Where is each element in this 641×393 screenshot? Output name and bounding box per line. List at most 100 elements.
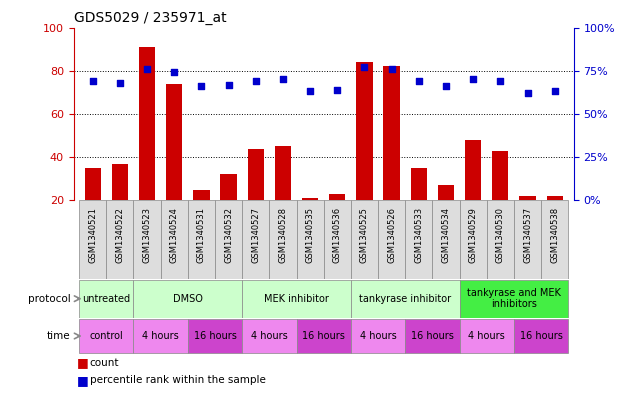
Bar [161, 200, 188, 279]
Text: GSM1340521: GSM1340521 [88, 207, 97, 263]
Text: GSM1340532: GSM1340532 [224, 207, 233, 263]
Text: tankyrase inhibitor: tankyrase inhibitor [359, 294, 451, 304]
Bar [242, 319, 297, 353]
Point [387, 66, 397, 72]
Text: count: count [90, 358, 119, 367]
Point [88, 78, 98, 84]
Text: GSM1340522: GSM1340522 [115, 207, 124, 263]
Bar [405, 319, 460, 353]
Bar [324, 200, 351, 279]
Text: 16 hours: 16 hours [411, 331, 454, 341]
Point [441, 83, 451, 90]
Text: GSM1340527: GSM1340527 [251, 207, 260, 263]
Point [332, 86, 342, 93]
Text: 16 hours: 16 hours [520, 331, 563, 341]
Bar [351, 319, 405, 353]
Bar [79, 200, 106, 279]
Text: GSM1340531: GSM1340531 [197, 207, 206, 263]
Point [224, 81, 234, 88]
Text: GSM1340530: GSM1340530 [496, 207, 505, 263]
Point [495, 78, 506, 84]
Text: GDS5029 / 235971_at: GDS5029 / 235971_at [74, 11, 226, 25]
Bar [275, 146, 291, 200]
Text: ■: ■ [77, 374, 88, 387]
Bar [215, 200, 242, 279]
Bar [519, 196, 536, 200]
Text: GSM1340538: GSM1340538 [550, 207, 559, 263]
Point [549, 88, 560, 95]
Text: GSM1340535: GSM1340535 [306, 207, 315, 263]
Text: 4 hours: 4 hours [360, 331, 396, 341]
Bar [460, 200, 487, 279]
Text: GSM1340524: GSM1340524 [170, 207, 179, 263]
Text: GSM1340537: GSM1340537 [523, 207, 532, 263]
Text: ■: ■ [77, 356, 88, 369]
Bar [112, 163, 128, 200]
Bar [188, 319, 242, 353]
Bar [79, 319, 133, 353]
Text: DMSO: DMSO [173, 294, 203, 304]
Bar [356, 62, 372, 200]
Text: percentile rank within the sample: percentile rank within the sample [90, 375, 265, 385]
Bar [383, 66, 400, 200]
Text: 4 hours: 4 hours [469, 331, 505, 341]
Bar [541, 200, 569, 279]
Point [468, 76, 478, 83]
Text: untreated: untreated [82, 294, 130, 304]
Bar [547, 196, 563, 200]
Point [305, 88, 315, 95]
Bar [351, 280, 460, 318]
Text: GSM1340529: GSM1340529 [469, 207, 478, 263]
Text: MEK inhibitor: MEK inhibitor [264, 294, 329, 304]
Bar [438, 185, 454, 200]
Bar [297, 200, 324, 279]
Text: GSM1340533: GSM1340533 [414, 207, 423, 263]
Text: GSM1340523: GSM1340523 [142, 207, 151, 263]
Bar [166, 84, 183, 200]
Bar [411, 168, 427, 200]
Text: 4 hours: 4 hours [251, 331, 288, 341]
Bar [242, 280, 351, 318]
Point [413, 78, 424, 84]
Bar [460, 319, 514, 353]
Bar [514, 319, 569, 353]
Bar [194, 189, 210, 200]
Bar [329, 194, 345, 200]
Bar [85, 168, 101, 200]
Point [360, 64, 370, 70]
Bar [269, 200, 297, 279]
Bar [79, 280, 133, 318]
Text: control: control [90, 331, 123, 341]
Text: GSM1340526: GSM1340526 [387, 207, 396, 263]
Point [169, 69, 179, 75]
Bar [302, 198, 319, 200]
Bar [133, 280, 242, 318]
Point [522, 90, 533, 96]
Bar [378, 200, 405, 279]
Bar [433, 200, 460, 279]
Text: time: time [47, 331, 71, 341]
Bar [221, 174, 237, 200]
Text: GSM1340534: GSM1340534 [442, 207, 451, 263]
Bar [405, 200, 433, 279]
Text: protocol: protocol [28, 294, 71, 304]
Text: 4 hours: 4 hours [142, 331, 179, 341]
Text: GSM1340528: GSM1340528 [278, 207, 287, 263]
Bar [297, 319, 351, 353]
Text: 16 hours: 16 hours [303, 331, 345, 341]
Text: tankyrase and MEK
inhibitors: tankyrase and MEK inhibitors [467, 288, 561, 309]
Text: 16 hours: 16 hours [194, 331, 237, 341]
Bar [514, 200, 541, 279]
Bar [188, 200, 215, 279]
Point [142, 66, 152, 72]
Point [196, 83, 206, 90]
Point [251, 78, 261, 84]
Bar [242, 200, 269, 279]
Bar [460, 280, 569, 318]
Point [115, 80, 125, 86]
Text: GSM1340536: GSM1340536 [333, 207, 342, 263]
Bar [133, 319, 188, 353]
Bar [106, 200, 133, 279]
Bar [351, 200, 378, 279]
Bar [139, 47, 155, 200]
